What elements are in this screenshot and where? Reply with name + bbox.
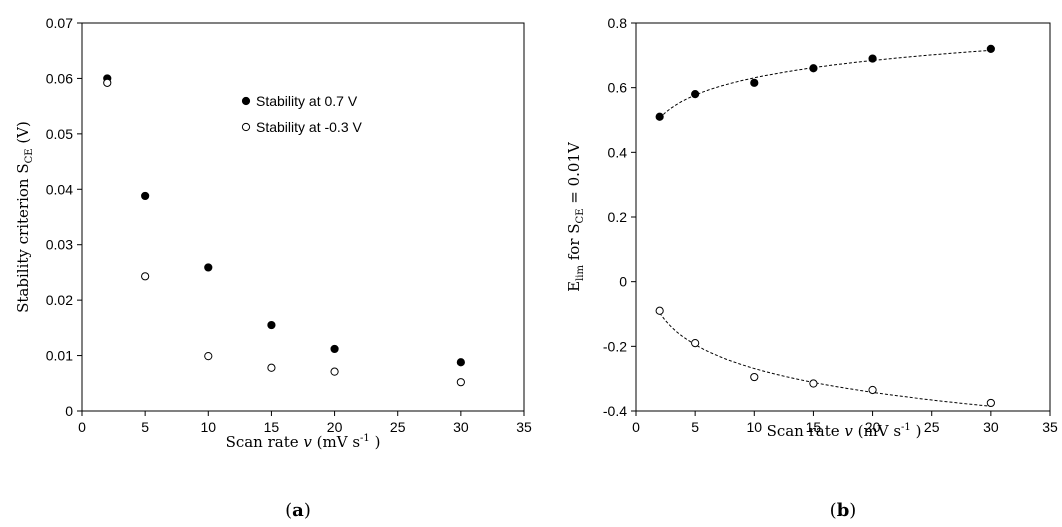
y-tick-label: 0.6	[608, 80, 628, 96]
y-axis-label-a: Stability criterion SCE (V)	[14, 121, 35, 313]
data-point-filled	[986, 44, 995, 53]
plot-frame-a	[81, 22, 525, 412]
data-point-open	[204, 352, 213, 361]
x-tick-label: 10	[746, 419, 762, 435]
data-point-open	[330, 367, 339, 376]
x-axis-label-b: Scan rate v (mV s-1 )	[767, 422, 922, 440]
data-points-a	[103, 74, 465, 387]
y-axis-a: 0 0.01 0.02 0.03 0.04 0.05 0.06 0.07	[46, 15, 82, 419]
chart-a: 0 0.01 0.02 0.03 0.04 0.05 0.06 0.07 0 5 10 15 20 25…	[14, 15, 532, 521]
y-tick-label: 0.03	[46, 237, 73, 253]
data-point-open	[267, 363, 276, 372]
x-tick-label: 5	[691, 419, 699, 435]
x-axis-label-a: Scan rate v (mV s-1 )	[226, 433, 381, 451]
x-tick-label: 0	[78, 419, 86, 435]
x-tick-label: 20	[865, 419, 881, 435]
trendline	[659, 49, 991, 119]
data-point-filled	[691, 90, 700, 99]
y-tick-label: 0.04	[46, 181, 73, 197]
x-tick-label: 10	[200, 419, 216, 435]
data-point-filled	[456, 358, 465, 367]
panel-label-a: (a)	[285, 500, 311, 521]
data-point-filled	[267, 320, 276, 330]
data-point-open	[986, 398, 995, 408]
data-point-filled	[868, 54, 877, 63]
y-tick-label: 0.01	[46, 348, 73, 364]
data-point-open	[655, 306, 664, 315]
data-point-open	[103, 78, 112, 87]
y-tick-label: 0.07	[46, 15, 73, 31]
data-point-open	[868, 385, 877, 395]
y-axis-label-b: Elim for SCE = 0.01V	[565, 141, 586, 292]
y-tick-label: 0	[65, 403, 73, 419]
x-axis-b: 0 5 10 15 20 25 30 35	[632, 411, 1058, 435]
x-tick-label: 15	[806, 419, 822, 435]
x-tick-label: 30	[453, 419, 469, 435]
data-point-filled	[141, 191, 150, 201]
data-point-filled	[750, 78, 759, 87]
chart-b: -0.4 -0.2 0 0.2 0.4 0.6 0.8 0 5 10 15 20 25 30 35 Sca…	[565, 15, 1058, 521]
y-tick-label: 0.02	[46, 292, 73, 308]
plot-frame-b	[635, 22, 1051, 412]
trendline	[659, 312, 991, 407]
legend-label-2: Stability at -0.3 V	[256, 119, 362, 135]
x-tick-label: 0	[632, 419, 640, 435]
x-tick-label: 20	[327, 419, 343, 435]
y-tick-label: 0	[619, 274, 627, 290]
y-tick-label: 0.8	[608, 15, 628, 31]
panel-label-b: (b)	[830, 500, 857, 521]
data-point-open	[456, 378, 465, 387]
data-point-open	[809, 379, 818, 388]
x-axis-a: 0 5 10 15 20 25 30 35	[78, 411, 532, 435]
legend-marker-filled	[241, 96, 251, 106]
trendlines-b	[659, 49, 991, 407]
y-tick-label: -0.4	[603, 403, 627, 419]
x-tick-label: 15	[264, 419, 280, 435]
data-point-open	[691, 339, 700, 348]
legend-label-1: Stability at 0.7 V	[256, 93, 358, 109]
data-point-filled	[330, 344, 339, 354]
data-point-filled	[204, 263, 213, 272]
data-point-filled	[655, 112, 664, 121]
data-point-open	[141, 272, 150, 281]
y-tick-label: 0.06	[46, 70, 73, 86]
x-tick-label: 30	[983, 419, 999, 435]
data-point-filled	[809, 64, 818, 73]
x-tick-label: 25	[390, 419, 406, 435]
x-tick-label: 35	[1042, 419, 1058, 435]
x-tick-label: 35	[516, 419, 532, 435]
legend-marker-open	[241, 122, 251, 132]
data-point-open	[750, 372, 759, 382]
data-points-b	[655, 44, 995, 408]
legend-a: Stability at 0.7 V Stability at -0.3 V	[241, 93, 362, 135]
y-tick-label: 0.2	[608, 209, 628, 225]
y-tick-label: -0.2	[603, 338, 627, 354]
x-tick-label: 5	[141, 419, 149, 435]
y-tick-label: 0.05	[46, 126, 73, 142]
y-tick-label: 0.4	[608, 144, 628, 160]
y-axis-b: -0.4 -0.2 0 0.2 0.4 0.6 0.8	[603, 15, 636, 419]
x-tick-label: 25	[924, 419, 940, 435]
